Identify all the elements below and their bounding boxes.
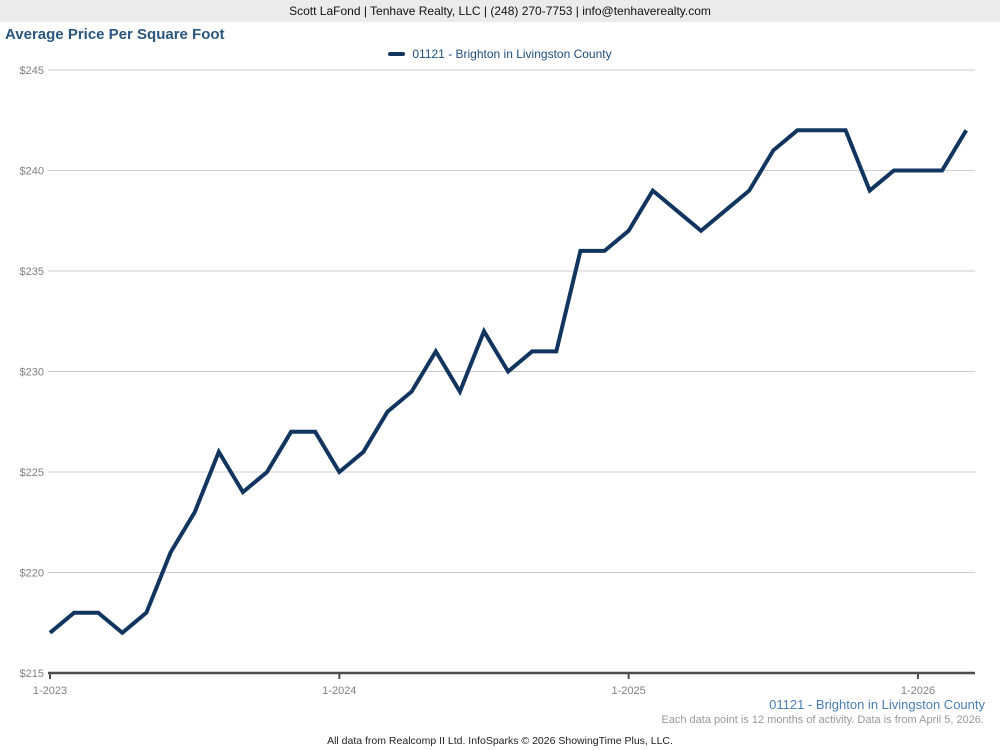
y-axis-label: $225 xyxy=(20,467,44,479)
x-axis-label: 1-2026 xyxy=(901,685,935,697)
header-bar: Scott LaFond | Tenhave Realty, LLC | (24… xyxy=(0,0,1000,22)
header-contact-text: Scott LaFond | Tenhave Realty, LLC | (24… xyxy=(289,4,711,18)
y-axis-label: $230 xyxy=(20,367,44,379)
footer-attribution: All data from Realcomp II Ltd. InfoSpark… xyxy=(327,735,673,747)
chart-legend: 01121 - Brighton in Livingston County xyxy=(0,47,1000,61)
footer-data-note: Each data point is 12 months of activity… xyxy=(661,714,984,726)
legend-label: 01121 - Brighton in Livingston County xyxy=(412,47,612,61)
price-per-sqft-line-chart: $215 $220 $225 $230 $235 $240 $245 1-2023 1-2024… xyxy=(20,65,975,697)
series-line xyxy=(48,128,968,636)
y-axis-label: $245 xyxy=(20,65,44,77)
x-axis-label: 1-2025 xyxy=(612,685,646,697)
legend-line-swatch-icon xyxy=(388,52,406,56)
x-axis-label: 1-2023 xyxy=(33,685,67,697)
y-axis-label: $220 xyxy=(20,568,44,580)
x-axis-label: 1-2024 xyxy=(322,685,356,697)
y-axis-label: $215 xyxy=(20,668,44,680)
y-axis-label: $235 xyxy=(20,266,44,278)
footer-series-label: 01121 - Brighton in Livingston County xyxy=(769,697,985,712)
page-title: Average Price Per Square Foot xyxy=(5,26,225,43)
y-axis-label: $240 xyxy=(20,166,44,178)
